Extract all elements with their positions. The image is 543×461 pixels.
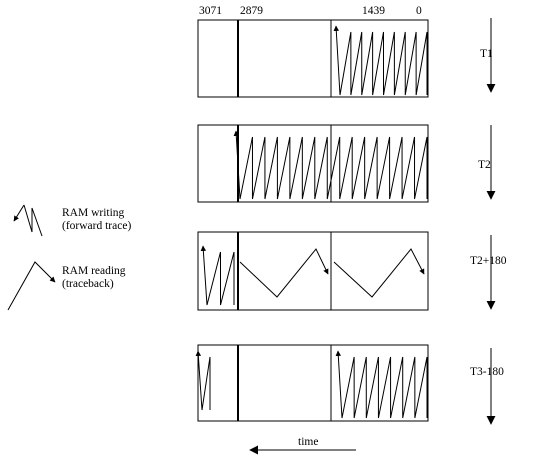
time-axis: time (249, 436, 356, 455)
legend-reading-icon (7, 261, 56, 311)
stage-t2-memory-frame (197, 124, 429, 203)
time-axis-label: time (298, 436, 318, 448)
stage-t2-180-memory-frame (197, 231, 429, 311)
stage-t2-180: T2+180 (197, 231, 507, 311)
stage-t2-180-forward-trace-zigzag (200, 245, 235, 306)
stage-t2-label: T2 (478, 159, 491, 171)
stage-t3-180-label: T3-180 (470, 366, 504, 378)
memory-address-labels: 3071 2879 1439 0 (199, 5, 422, 17)
stage-t2-180-traceback-right (333, 248, 425, 298)
stage-t2: T2 (197, 124, 496, 203)
address-label-1439: 1439 (362, 5, 385, 17)
stage-t3-180-forward-trace-zigzag (335, 350, 428, 419)
legend-writing-icon (23, 204, 43, 237)
stage-t3-180: T3-180 (195, 344, 504, 425)
stage-t1-label: T1 (480, 48, 493, 60)
stage-t3-180-memory-frame (197, 344, 429, 422)
stage-t1-forward-trace-zigzag (333, 25, 428, 96)
legend: RAM writing (forward trace) RAM reading … (7, 204, 131, 311)
address-label-3071: 3071 (199, 5, 222, 17)
stage-t1-memory-frame (197, 19, 429, 98)
address-label-0: 0 (416, 5, 422, 17)
legend-writing-sublabel: (forward trace) (62, 220, 131, 232)
legend-writing-label: RAM writing (62, 207, 125, 219)
stage-t3-180-forward-trace-small (195, 350, 211, 411)
stage-t2-180-traceback-left (239, 248, 329, 298)
stage-t1: T1 (197, 18, 496, 98)
stage-t2-180-label: T2+180 (470, 255, 507, 267)
legend-writing-icon-arrow (13, 204, 25, 222)
legend-reading-label: RAM reading (62, 265, 126, 277)
legend-reading-sublabel: (traceback) (62, 278, 114, 290)
address-label-2879: 2879 (240, 5, 263, 17)
stage-t2-forward-trace-zigzag (233, 130, 428, 200)
